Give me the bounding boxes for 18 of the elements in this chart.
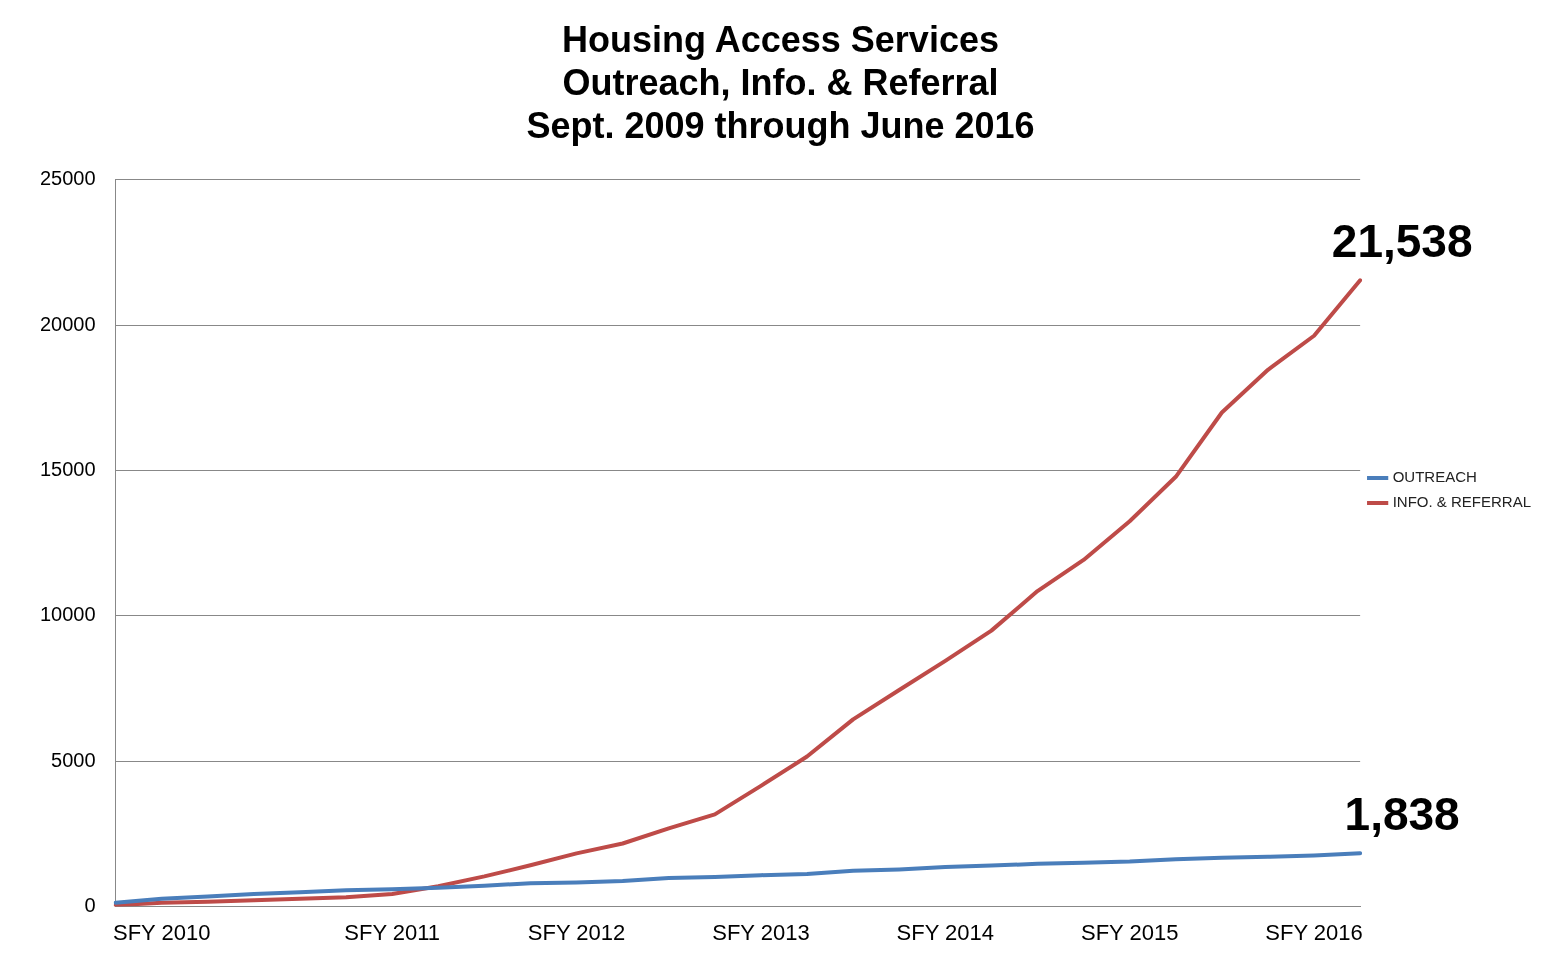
- data-label: 1,838: [1344, 787, 1460, 840]
- x-tick-label: SFY 2016: [1265, 919, 1363, 945]
- data-label: 21,538: [1331, 214, 1473, 267]
- y-tick-label: 25000: [39, 167, 96, 190]
- x-tick-label: SFY 2010: [112, 919, 211, 945]
- y-tick-label: 5000: [51, 748, 96, 771]
- x-tick-label: SFY 2012: [527, 919, 626, 945]
- y-tick-label: 20000: [39, 312, 96, 335]
- x-tick-label: SFY 2013: [712, 919, 810, 945]
- legend-label: INFO. & REFERRAL: [1392, 493, 1531, 511]
- y-tick-label: 0: [84, 894, 96, 917]
- y-tick-label: 10000: [39, 603, 96, 626]
- legend-label: OUTREACH: [1392, 468, 1477, 486]
- y-tick-label: 15000: [39, 457, 96, 480]
- x-tick-label: SFY 2014: [896, 919, 995, 945]
- chart-title: Housing Access Services Outreach, Info. & Referral Sept. 2009 through June 2016: [526, 18, 1035, 146]
- x-tick-label: SFY 2015: [1080, 919, 1179, 945]
- x-tick-label: SFY 2011: [344, 919, 441, 945]
